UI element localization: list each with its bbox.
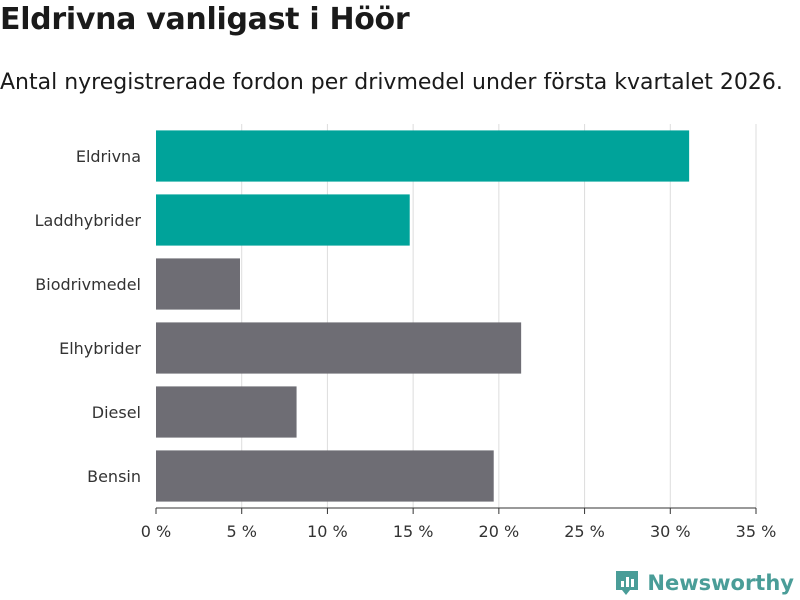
x-axis-ticks: 0 % 5 % 10 % 15 % 20 % 25 % 30 % 35 % (141, 508, 777, 541)
x-tick-label: 15 % (393, 522, 434, 541)
chart-subtitle: Antal nyregistrerade fordon per drivmede… (0, 70, 783, 95)
x-tick-label: 0 % (141, 522, 171, 541)
gridlines (241, 124, 757, 508)
brand-name: Newsworthy (647, 571, 794, 595)
category-label: Laddhybrider (35, 211, 142, 230)
category-label: Diesel (92, 403, 141, 422)
x-tick-label: 10 % (307, 522, 348, 541)
bars (156, 130, 690, 502)
category-label: Elhybrider (59, 339, 141, 358)
x-tick-label: 20 % (479, 522, 520, 541)
bar-eldrivna (156, 130, 690, 182)
bar-bensin (156, 450, 494, 502)
bar-elhybrider (156, 322, 522, 374)
bar-laddhybrider (156, 194, 410, 246)
category-label: Bensin (87, 467, 141, 486)
x-tick-label: 25 % (564, 522, 605, 541)
brand-logo: Newsworthy (613, 568, 794, 598)
bar-diesel (156, 386, 297, 438)
x-tick-label: 30 % (650, 522, 691, 541)
category-label: Eldrivna (76, 147, 141, 166)
x-tick-label: 35 % (736, 522, 777, 541)
category-labels: Eldrivna Laddhybrider Biodrivmedel Elhybrid… (35, 147, 142, 486)
bar-biodrivmedel (156, 258, 240, 310)
chart-title: Eldrivna vanligast i Höör (0, 2, 410, 37)
x-tick-label: 5 % (226, 522, 256, 541)
newsworthy-logo-icon (616, 571, 639, 595)
category-label: Biodrivmedel (35, 275, 141, 294)
